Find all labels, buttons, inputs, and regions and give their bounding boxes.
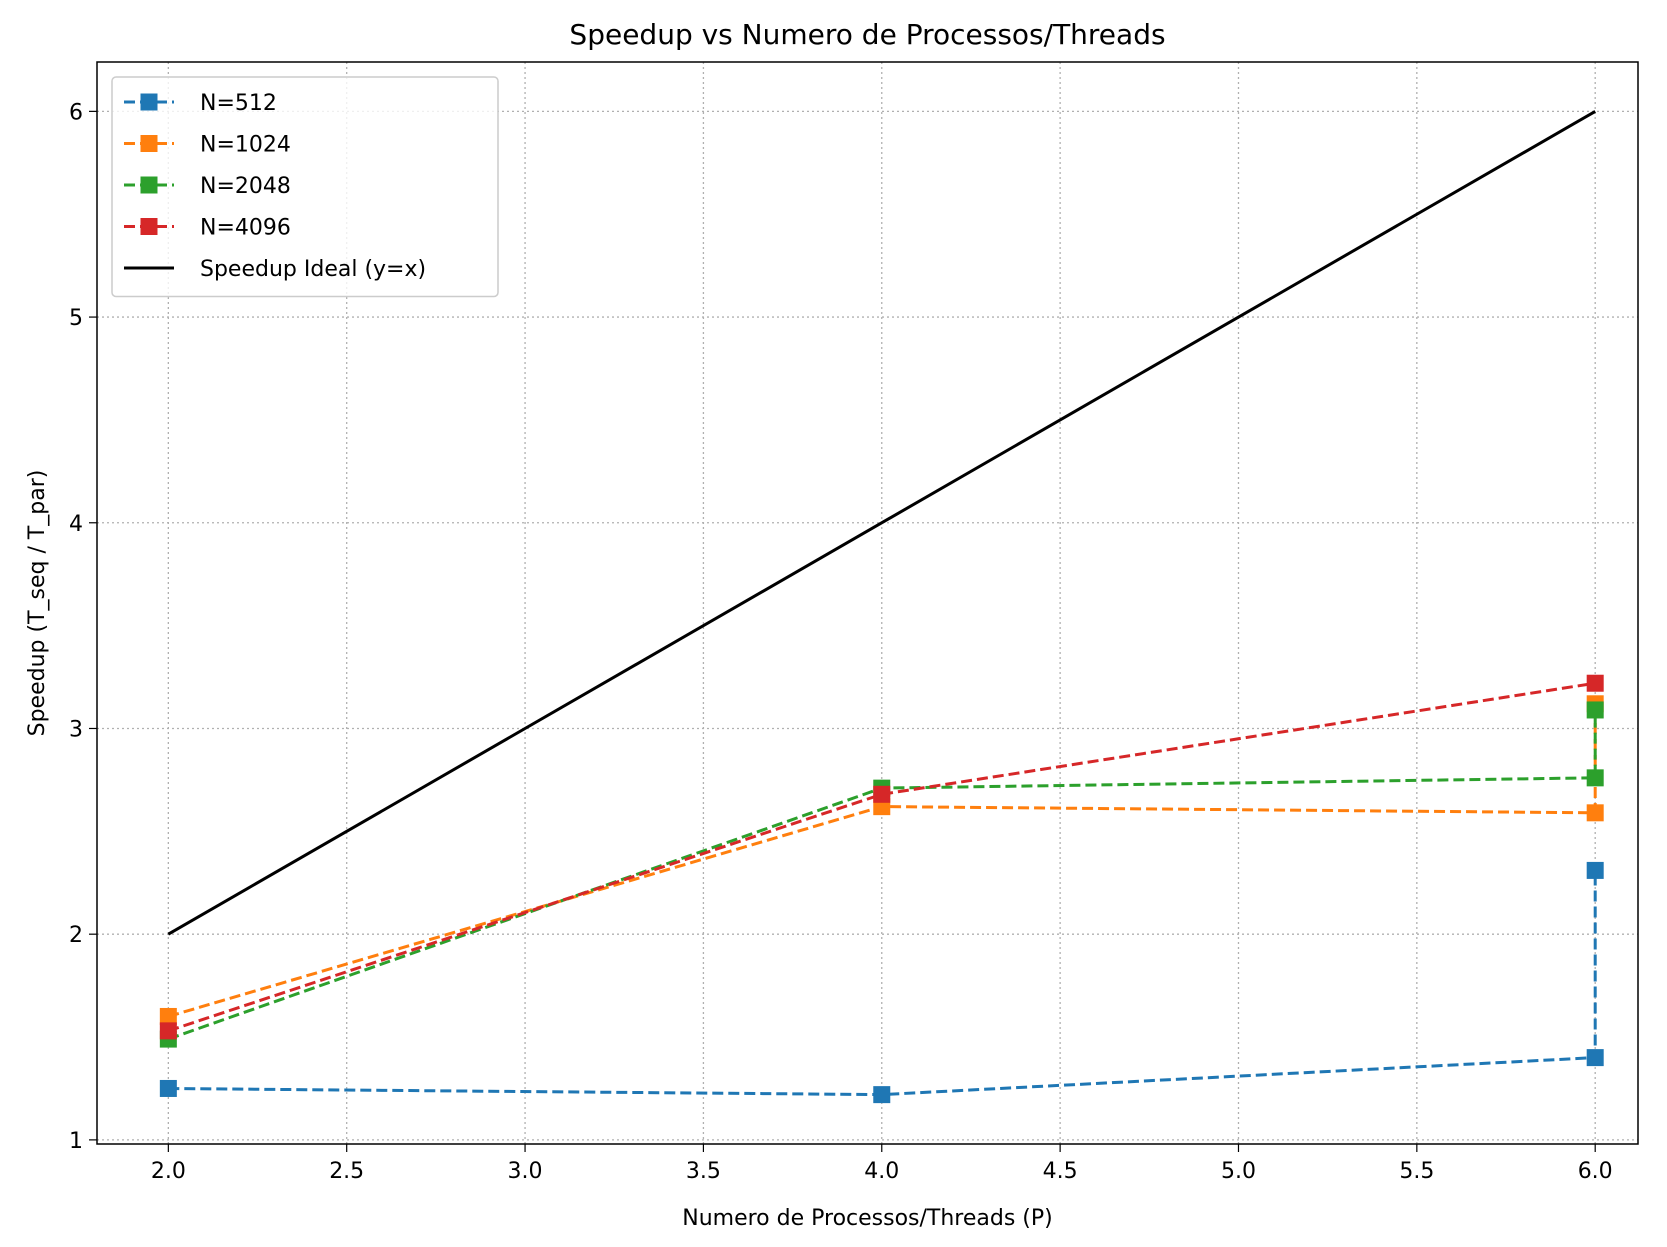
data-point xyxy=(159,1007,177,1025)
ticks-layer: 2.0 2.5 3.0 3.5 4.0 4.5 5.0 5.5 6.0 1 2 3 4 5 6 xyxy=(69,100,1613,1184)
x-tick-label: 3.0 xyxy=(508,1159,543,1184)
data-point xyxy=(1586,804,1604,822)
legend-label: N=512 xyxy=(200,91,277,116)
data-point xyxy=(159,1022,177,1040)
series-n-4096 xyxy=(159,674,1604,1040)
y-tick-label: 2 xyxy=(69,923,83,948)
data-point xyxy=(1586,701,1604,719)
legend-marker xyxy=(140,93,158,111)
x-tick-label: 3.5 xyxy=(686,1159,721,1184)
legend-entry-n-2048: N=2048 xyxy=(124,174,291,199)
legend: N=512 N=1024 N=2048 N=4096 Speedup Ideal (y=… xyxy=(111,76,499,298)
x-tick-label: 6.0 xyxy=(1578,1159,1613,1184)
series-line xyxy=(167,110,1596,936)
chart-title: Speedup vs Numero de Processos/Threads xyxy=(569,18,1165,51)
series-line xyxy=(168,870,1597,1097)
series-n-512 xyxy=(159,861,1604,1104)
legend-label: N=4096 xyxy=(200,216,291,241)
series-speedup-ideal-y-x xyxy=(167,110,1596,936)
x-tick-label: 2.5 xyxy=(329,1159,364,1184)
x-tick-label: 4.0 xyxy=(864,1159,899,1184)
legend-entry-n-1024: N=1024 xyxy=(124,133,291,158)
data-point xyxy=(873,1086,891,1104)
grid-layer xyxy=(97,62,1638,1144)
legend-marker xyxy=(140,176,158,194)
y-tick-label: 6 xyxy=(69,100,83,125)
x-tick-label: 5.0 xyxy=(1221,1159,1256,1184)
data-point xyxy=(873,785,891,803)
x-tick-label: 5.5 xyxy=(1399,1159,1434,1184)
series-layer xyxy=(159,110,1604,1104)
legend-entry-n-4096: N=4096 xyxy=(124,216,291,241)
plot-frame xyxy=(96,61,1639,1145)
legend-box xyxy=(111,76,499,298)
legend-entry-n-512: N=512 xyxy=(124,91,277,116)
x-tick-label: 4.5 xyxy=(1043,1159,1078,1184)
legend-label: Speedup Ideal (y=x) xyxy=(200,257,426,282)
legend-marker xyxy=(140,135,158,152)
legend-label: N=1024 xyxy=(200,133,291,158)
legend-marker xyxy=(140,218,158,235)
y-tick-label: 3 xyxy=(69,717,83,742)
data-point xyxy=(1586,1049,1604,1067)
legend-entry-speedup-ideal-y-x: Speedup Ideal (y=x) xyxy=(124,257,426,282)
data-point xyxy=(1586,769,1604,787)
y-tick-label: 4 xyxy=(69,512,83,537)
data-point xyxy=(159,1079,177,1097)
data-point xyxy=(1586,674,1604,692)
y-tick-label: 5 xyxy=(69,306,83,331)
y-tick-label: 1 xyxy=(69,1129,83,1154)
series-line xyxy=(167,681,1596,1033)
x-axis-label: Numero de Processos/Threads (P) xyxy=(682,1206,1052,1231)
y-axis-label: Speedup (T_seq / T_par) xyxy=(25,470,50,737)
data-point xyxy=(1586,861,1604,879)
x-tick-label: 2.0 xyxy=(151,1159,186,1184)
legend-label: N=2048 xyxy=(200,174,291,199)
